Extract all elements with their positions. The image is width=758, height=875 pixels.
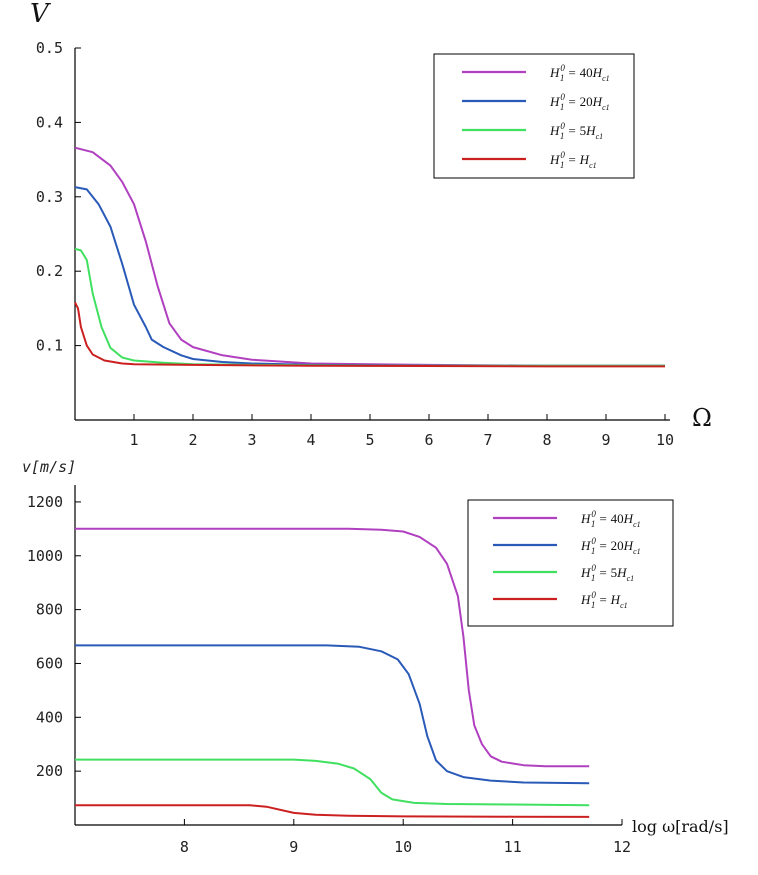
y-tick-label: 800: [36, 601, 63, 619]
top-ticks: 1 2 3 4 5 6 7 8 9 10 0.1 0.2 0.3 0.4 0.5: [36, 39, 674, 449]
y-tick-label: 0.1: [36, 337, 63, 355]
y-tick-label: 1200: [27, 493, 63, 511]
x-tick-label: 10: [656, 431, 674, 449]
x-tick-label: 10: [394, 838, 412, 856]
chart-top: V Ω 1 2 3 4 5 6 7 8 9 10 0.1 0.2 0.3 0.4 0.5 H0 1 = 40H…: [30, 0, 712, 449]
legend-entry-label: H0 1 = 5Hc1: [580, 563, 634, 583]
series-line-1: [75, 644, 590, 785]
y-tick-label: 200: [36, 762, 63, 780]
y-tick-label: 0.2: [36, 262, 63, 280]
x-tick-label: 11: [504, 838, 522, 856]
x-tick-label: 9: [289, 838, 298, 856]
x-tick-label: 5: [365, 431, 374, 449]
y-tick-label: 0.5: [36, 39, 63, 57]
y-axis-label-top: V: [30, 0, 51, 29]
legend-entry-label: H0 1 = 5Hc1: [549, 121, 603, 141]
legend-entry-label: H0 1 = 20Hc1: [549, 92, 610, 112]
y-tick-label: 0.3: [36, 188, 63, 206]
bottom-series-lines: [75, 527, 590, 818]
series-line-2: [75, 758, 590, 807]
series-line-3: [75, 804, 590, 818]
bottom-ticks: 8 9 10 11 12 200 400 600 800 1000 1200: [27, 493, 631, 856]
x-tick-label: 8: [180, 838, 189, 856]
x-tick-label: 12: [613, 838, 631, 856]
x-tick-label: 9: [601, 431, 610, 449]
x-tick-label: 6: [424, 431, 433, 449]
y-tick-label: 600: [36, 654, 63, 672]
series-line-0: [74, 146, 665, 367]
x-axis-label-top: Ω: [692, 404, 712, 432]
legend-top: H0 1 = 40Hc1 H0 1 = 20Hc1 H0 1 = 5Hc1 H0 1 = Hc…: [462, 63, 610, 170]
series-line-1: [74, 186, 665, 367]
y-tick-label: 1000: [27, 547, 63, 565]
legend-bottom: H0 1 = 40Hc1 H0 1 = 20Hc1 H0 1 = 5Hc1 H0 1 = Hc…: [493, 509, 641, 610]
x-tick-label: 4: [306, 431, 315, 449]
legend-entry-label: H0 1 = Hc1: [580, 590, 628, 610]
chart-bottom: v[m/s] log ω[rad/s] 8 9 10 11 12 200 400 600 800…: [22, 458, 729, 856]
legend-entry-label: H0 1 = 20Hc1: [580, 536, 641, 556]
x-axis-label-bottom: log ω[rad/s]: [632, 817, 729, 836]
legend-entry-label: H0 1 = Hc1: [549, 150, 597, 170]
series-line-0: [75, 527, 590, 768]
legend-box-bottom: [467, 499, 674, 627]
x-tick-label: 7: [483, 431, 492, 449]
y-tick-label: 0.4: [36, 113, 63, 131]
y-axis-label-bottom: v[m/s]: [22, 458, 76, 476]
x-tick-label: 2: [188, 431, 197, 449]
series-line-3: [74, 301, 665, 368]
x-tick-label: 1: [129, 431, 138, 449]
x-tick-label: 3: [247, 431, 256, 449]
legend-entry-label: H0 1 = 40Hc1: [580, 509, 641, 529]
x-tick-label: 8: [542, 431, 551, 449]
legend-entry-label: H0 1 = 40Hc1: [549, 63, 610, 83]
legend-box-top: [433, 53, 635, 179]
y-tick-label: 400: [36, 708, 63, 726]
top-series-lines: [74, 146, 665, 368]
